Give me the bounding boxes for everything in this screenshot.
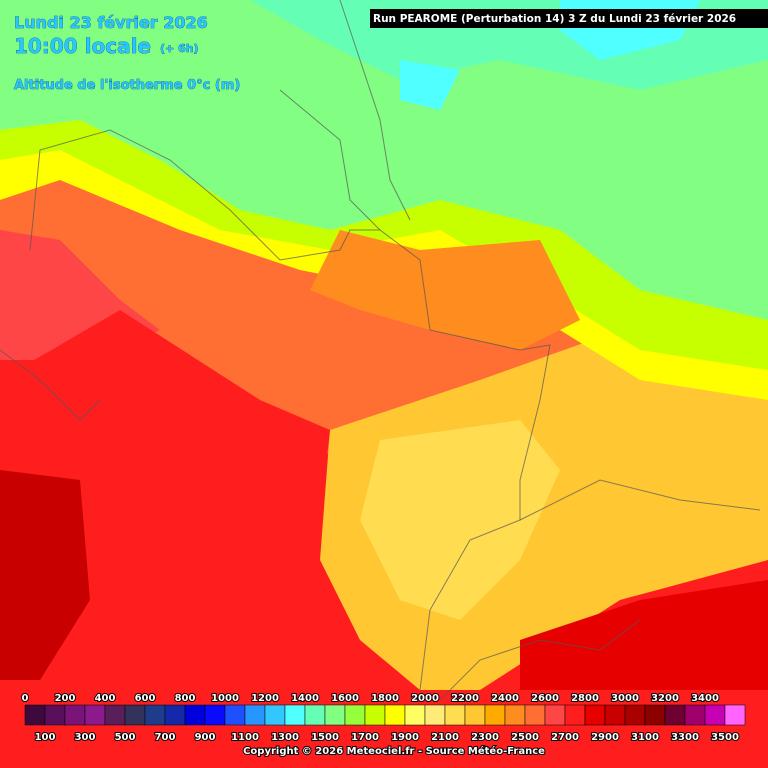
legend-swatch — [424, 704, 446, 726]
legend-label: 1900 — [391, 732, 419, 743]
legend-swatch — [684, 704, 706, 726]
legend-label: 500 — [115, 732, 136, 743]
legend-swatch — [544, 704, 566, 726]
legend-swatch — [384, 704, 406, 726]
borders — [0, 0, 761, 701]
legend-label: 2800 — [571, 693, 599, 704]
legend-label: 2600 — [531, 693, 559, 704]
legend-swatch — [564, 704, 586, 726]
legend-swatch — [304, 704, 326, 726]
legend-label: 2100 — [431, 732, 459, 743]
legend-swatch — [464, 704, 486, 726]
legend-label: 3400 — [691, 693, 719, 704]
legend-label: 1600 — [331, 693, 359, 704]
legend-swatch — [364, 704, 386, 726]
legend-swatch — [124, 704, 146, 726]
legend-label: 2300 — [471, 732, 499, 743]
legend-label: 600 — [135, 693, 156, 704]
legend-swatch — [284, 704, 306, 726]
run-info: Run PEAROME (Perturbation 14) 3 Z du Lun… — [373, 13, 736, 25]
legend-label: 2900 — [591, 732, 619, 743]
legend-swatch — [524, 704, 546, 726]
parameter: Altitude de l'isotherme 0°c (m) — [14, 78, 240, 93]
legend-label: 200 — [55, 693, 76, 704]
legend-label: 1700 — [351, 732, 379, 743]
run-box — [370, 9, 768, 28]
legend-label: 3300 — [671, 732, 699, 743]
legend-swatch — [604, 704, 626, 726]
legend-swatch — [104, 704, 126, 726]
legend-swatch — [484, 704, 506, 726]
legend-swatch — [644, 704, 666, 726]
legend-label: 1000 — [211, 693, 239, 704]
legend-swatch — [404, 704, 426, 726]
legend-swatch — [24, 704, 46, 726]
date: Lundi 23 février 2026 — [14, 13, 208, 32]
legend-swatch — [264, 704, 286, 726]
legend-swatch — [624, 704, 646, 726]
legend-label: 3000 — [611, 693, 639, 704]
legend-swatch — [164, 704, 186, 726]
legend-swatch — [64, 704, 86, 726]
legend-swatch — [204, 704, 226, 726]
legend-label: 3100 — [631, 732, 659, 743]
legend-label: 1200 — [251, 693, 279, 704]
legend-label: 0 — [22, 693, 29, 704]
legend-label: 2000 — [411, 693, 439, 704]
legend-swatch — [224, 704, 246, 726]
offset: (+ 6h) — [160, 42, 199, 55]
legend-swatch — [724, 704, 746, 726]
legend-swatch — [704, 704, 726, 726]
legend-label: 2200 — [451, 693, 479, 704]
legend-label: 100 — [35, 732, 56, 743]
legend-swatch — [44, 704, 66, 726]
copyright: Copyright © 2026 Meteociel.fr - Source M… — [243, 745, 545, 757]
legend-label: 3200 — [651, 693, 679, 704]
legend-label: 1100 — [231, 732, 259, 743]
legend-label: 800 — [175, 693, 196, 704]
legend-label: 2400 — [491, 693, 519, 704]
legend-swatch — [664, 704, 686, 726]
legend-label: 1500 — [311, 732, 339, 743]
legend-swatch — [344, 704, 366, 726]
legend-swatch — [144, 704, 166, 726]
legend: 0 200 400 600 800 1000 1200 1400 1600 1800 2000 220… — [21, 692, 746, 744]
legend-label: 300 — [75, 732, 96, 743]
legend-label: 1400 — [291, 693, 319, 704]
legend-swatch — [324, 704, 346, 726]
legend-label: 2700 — [551, 732, 579, 743]
legend-swatch — [244, 704, 266, 726]
legend-label: 700 — [155, 732, 176, 743]
legend-label: 400 — [95, 693, 116, 704]
legend-swatch — [184, 704, 206, 726]
legend-swatch — [584, 704, 606, 726]
legend-swatch — [444, 704, 466, 726]
legend-label: 2500 — [511, 732, 539, 743]
legend-swatch — [504, 704, 526, 726]
time: 10:00 locale — [14, 34, 151, 58]
legend-label: 1300 — [271, 732, 299, 743]
legend-label: 3500 — [711, 732, 739, 743]
legend-label: 900 — [195, 732, 216, 743]
legend-label: 1800 — [371, 693, 399, 704]
legend-swatch — [84, 704, 106, 726]
